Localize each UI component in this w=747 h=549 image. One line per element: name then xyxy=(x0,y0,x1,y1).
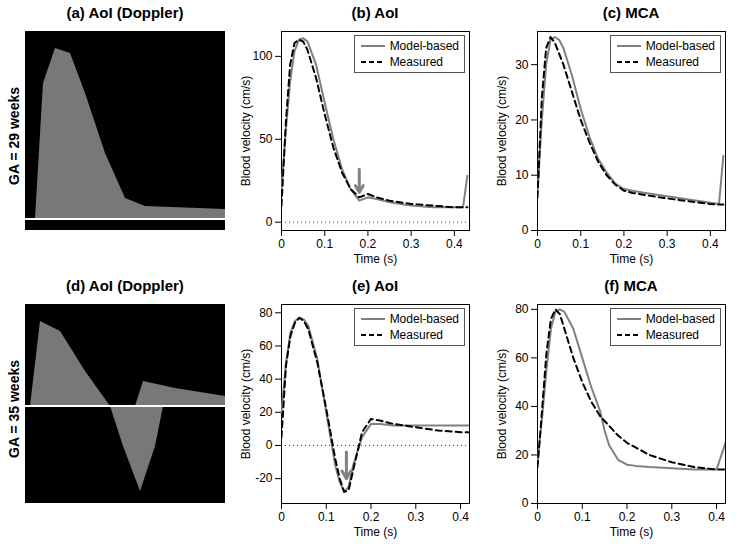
svg-text:80: 80 xyxy=(259,306,273,320)
svg-text:60: 60 xyxy=(515,351,529,365)
html-text:(b) AoI: (b) AoI xyxy=(351,4,399,21)
svg-text:100: 100 xyxy=(252,49,272,63)
svg-text:0.3: 0.3 xyxy=(659,237,676,251)
html-text:Measured: Measured xyxy=(389,328,443,342)
html-text:(d) AoI (Doppler): (d) AoI (Doppler) xyxy=(66,277,184,294)
svg-text:50: 50 xyxy=(259,132,273,146)
svg-text:Time (s): Time (s) xyxy=(610,525,654,539)
svg-text:Blood velocity (cm/s): Blood velocity (cm/s) xyxy=(495,349,509,460)
svg-text:0: 0 xyxy=(522,223,529,237)
svg-text:0.4: 0.4 xyxy=(446,237,463,251)
svg-text:0.1: 0.1 xyxy=(316,237,333,251)
svg-text:20: 20 xyxy=(515,113,529,127)
svg-text:0: 0 xyxy=(278,510,285,524)
svg-text:Blood velocity (cm/s): Blood velocity (cm/s) xyxy=(495,76,509,187)
svg-text:0.4: 0.4 xyxy=(708,510,725,524)
html-text:(f) MCA: (f) MCA xyxy=(604,277,658,294)
svg-text:0.3: 0.3 xyxy=(663,510,680,524)
html-text:Measured: Measured xyxy=(645,328,699,342)
html-text:(c) MCA: (c) MCA xyxy=(602,4,660,21)
svg-text:0: 0 xyxy=(266,215,273,229)
svg-text:0.2: 0.2 xyxy=(363,510,380,524)
svg-text:20: 20 xyxy=(259,405,273,419)
svg-text:Time (s): Time (s) xyxy=(354,252,398,266)
html-text:Measured: Measured xyxy=(389,55,443,69)
svg-text:0.4: 0.4 xyxy=(702,237,719,251)
html-text:Model-based: Model-based xyxy=(645,39,715,53)
svg-text:0: 0 xyxy=(266,438,273,452)
html-text:Model-based: Model-based xyxy=(645,312,715,326)
svg-text:0.2: 0.2 xyxy=(360,237,377,251)
svg-text:0.3: 0.3 xyxy=(407,510,424,524)
svg-text:80: 80 xyxy=(515,302,529,316)
svg-text:-20: -20 xyxy=(255,471,273,485)
svg-text:60: 60 xyxy=(259,339,273,353)
svg-text:20: 20 xyxy=(515,448,529,462)
svg-text:0: 0 xyxy=(534,237,541,251)
svg-text:Blood velocity (cm/s): Blood velocity (cm/s) xyxy=(239,349,253,460)
svg-text:0.1: 0.1 xyxy=(574,510,591,524)
svg-text:0: 0 xyxy=(534,510,541,524)
html-text:Measured: Measured xyxy=(645,55,699,69)
svg-text:0.3: 0.3 xyxy=(403,237,420,251)
html-text:Model-based: Model-based xyxy=(389,39,459,53)
svg-text:0.2: 0.2 xyxy=(616,237,633,251)
svg-text:0.4: 0.4 xyxy=(452,510,469,524)
svg-text:0: 0 xyxy=(278,237,285,251)
html-text:(a) AoI (Doppler): (a) AoI (Doppler) xyxy=(66,4,184,21)
html-text:GA = 29 weeks: GA = 29 weeks xyxy=(6,86,22,185)
html-text:GA = 35 weeks: GA = 35 weeks xyxy=(6,359,22,458)
svg-text:40: 40 xyxy=(515,399,529,413)
svg-text:10: 10 xyxy=(515,168,529,182)
svg-text:0: 0 xyxy=(522,496,529,510)
svg-text:Blood velocity (cm/s): Blood velocity (cm/s) xyxy=(239,76,253,187)
svg-text:0.1: 0.1 xyxy=(318,510,335,524)
svg-text:30: 30 xyxy=(515,58,529,72)
svg-text:Time (s): Time (s) xyxy=(354,525,398,539)
svg-text:40: 40 xyxy=(259,372,273,386)
svg-text:Time (s): Time (s) xyxy=(610,252,654,266)
svg-text:0.2: 0.2 xyxy=(619,510,636,524)
svg-text:0.1: 0.1 xyxy=(572,237,589,251)
html-text:Model-based: Model-based xyxy=(389,312,459,326)
html-text:(e) AoI: (e) AoI xyxy=(351,277,398,294)
